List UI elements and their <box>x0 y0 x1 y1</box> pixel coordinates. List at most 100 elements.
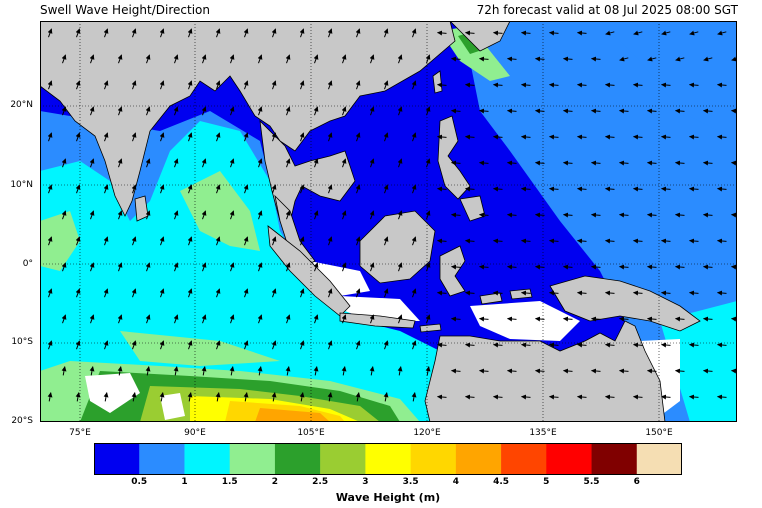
colorbar-cell <box>94 443 140 475</box>
swell-arrow <box>355 392 361 402</box>
colorbar-tick: 6 <box>633 477 640 487</box>
swell-arrow <box>647 56 657 62</box>
forecast-valid-time: 72h forecast valid at 08 Jul 2025 08:00 … <box>476 3 738 17</box>
swell-arrow <box>285 106 291 116</box>
swell-arrow <box>647 368 657 374</box>
swell-arrow <box>549 134 559 140</box>
swell-arrow <box>355 80 361 90</box>
swell-arrow <box>257 366 263 376</box>
lon-label-75e: 75°E <box>69 428 91 438</box>
swell-arrow <box>285 158 291 168</box>
swell-arrow <box>563 212 573 218</box>
swell-arrow <box>75 28 81 38</box>
swell-arrow <box>383 236 389 246</box>
swell-arrow <box>619 160 629 166</box>
swell-arrow <box>563 56 573 62</box>
map-frame <box>40 21 737 422</box>
swell-arrow <box>341 54 347 64</box>
swell-arrow <box>647 160 657 166</box>
swell-arrow <box>549 394 559 400</box>
swell-arrow <box>647 264 657 270</box>
colorbar-cell <box>139 443 185 475</box>
swell-arrow <box>451 316 461 322</box>
swell-arrow <box>159 28 165 38</box>
swell-arrow <box>299 132 305 142</box>
lat-label-10s: 10°S <box>11 337 33 347</box>
swell-arrow <box>451 108 461 114</box>
swell-arrow <box>89 158 95 168</box>
swell-arrow <box>145 106 151 116</box>
swell-arrow <box>145 262 151 272</box>
swell-arrow <box>549 238 559 244</box>
swell-arrow <box>507 160 517 166</box>
swell-arrow <box>159 184 165 194</box>
swell-arrow <box>717 186 727 192</box>
swell-arrow <box>689 186 699 192</box>
swell-arrow <box>299 236 305 246</box>
swell-arrow <box>451 212 461 218</box>
swell-arrow <box>215 184 221 194</box>
swell-arrow <box>103 28 109 38</box>
colorbar-cell <box>229 443 276 475</box>
swell-arrow <box>271 288 277 298</box>
swell-arrow <box>397 106 403 116</box>
swell-arrow <box>465 134 475 140</box>
swell-arrow <box>201 262 207 272</box>
swell-arrow <box>313 106 319 116</box>
swell-arrow <box>619 56 629 62</box>
swell-arrow <box>507 108 517 114</box>
swell-arrow <box>103 236 109 246</box>
swell-arrow <box>563 264 573 270</box>
swell-arrow <box>75 184 81 194</box>
swell-map <box>40 21 737 422</box>
swell-arrow <box>131 28 137 38</box>
swell-arrow <box>507 316 517 322</box>
swell-arrow <box>243 392 249 402</box>
colorbar-cell <box>184 443 230 475</box>
swell-arrow <box>173 314 179 324</box>
swell-arrow <box>437 394 447 400</box>
swell-arrow <box>61 54 67 64</box>
swell-arrow <box>47 80 53 90</box>
swell-arrow <box>521 30 531 36</box>
swell-arrow <box>61 262 67 272</box>
swell-arrow <box>465 290 475 296</box>
swell-arrow <box>397 262 403 272</box>
colorbar-tick: 1.5 <box>221 477 238 487</box>
swell-arrow <box>493 30 503 36</box>
swell-arrow <box>215 340 221 350</box>
lat-label-20s: 20°S <box>11 416 33 426</box>
swell-arrow <box>299 340 305 350</box>
swell-arrow <box>285 54 291 64</box>
swell-arrow <box>703 108 713 114</box>
swell-arrow <box>299 28 305 38</box>
swell-arrow <box>675 56 685 62</box>
swell-arrow <box>187 184 193 194</box>
swell-arrow <box>215 392 221 402</box>
swell-arrow <box>117 366 123 376</box>
swell-arrow <box>591 212 601 218</box>
swell-arrow <box>271 132 277 142</box>
swell-arrow <box>661 134 671 140</box>
swell-arrow <box>61 314 67 324</box>
swell-arrow <box>369 262 375 272</box>
swell-arrow <box>633 290 643 296</box>
swell-arrow <box>633 342 643 348</box>
swell-arrow <box>117 54 123 64</box>
swell-arrow <box>271 80 277 90</box>
swell-arrow <box>577 30 587 36</box>
swell-arrow <box>383 184 389 194</box>
swell-arrow <box>549 186 559 192</box>
swell-arrow <box>327 80 333 90</box>
swell-direction-arrows <box>47 28 737 402</box>
colorbar-tick: 5.5 <box>583 477 600 487</box>
colorbar-cell <box>365 443 411 475</box>
swell-arrow <box>465 238 475 244</box>
swell-arrow <box>689 290 699 296</box>
swell-arrow <box>271 28 277 38</box>
swell-arrow <box>383 28 389 38</box>
swell-arrow <box>89 314 95 324</box>
swell-arrow <box>243 340 249 350</box>
map-title: Swell Wave Height/Direction <box>40 3 210 17</box>
swell-arrow <box>549 290 559 296</box>
